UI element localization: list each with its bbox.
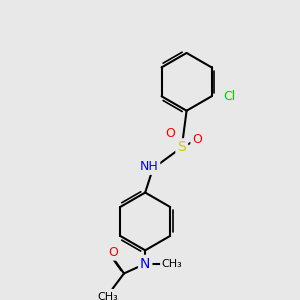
Text: N: N <box>140 257 150 271</box>
Text: O: O <box>165 127 175 140</box>
Text: O: O <box>109 246 118 259</box>
Text: O: O <box>109 246 118 259</box>
Text: NH: NH <box>140 160 158 173</box>
Text: CH₃: CH₃ <box>97 292 118 300</box>
Text: NH: NH <box>140 160 158 173</box>
Text: CH₃: CH₃ <box>162 259 182 269</box>
Text: O: O <box>165 127 175 140</box>
Text: Cl: Cl <box>223 90 235 103</box>
Text: S: S <box>177 140 186 154</box>
Text: Cl: Cl <box>223 90 235 103</box>
Text: S: S <box>177 140 186 154</box>
Text: CH₃: CH₃ <box>97 292 118 300</box>
Text: N: N <box>140 257 150 271</box>
Text: CH₃: CH₃ <box>162 259 182 269</box>
Text: O: O <box>192 133 202 146</box>
Text: O: O <box>192 133 202 146</box>
